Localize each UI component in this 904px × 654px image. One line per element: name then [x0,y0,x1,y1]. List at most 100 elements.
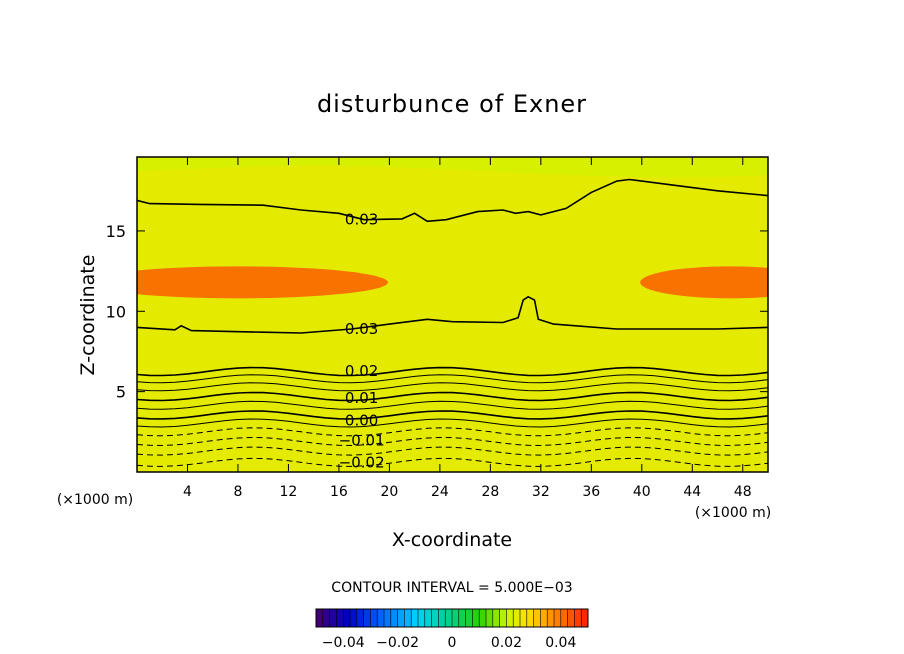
colorbar-tick-label: 0 [448,635,457,651]
x-axis-label: X-coordinate [392,529,512,551]
x-tick-label: 44 [683,484,701,500]
colorbar-swatch [520,609,528,627]
colorbar-swatch [560,609,568,627]
colorbar-swatch [329,609,337,627]
colorbar-swatch [581,609,589,627]
contour-lower-003 [137,295,768,334]
colorbar-swatch [370,609,378,627]
contour-label-2: 0.02 [345,362,378,380]
colorbar-tick-labels: −0.04 −0.02 0 0.02 0.04 [322,635,577,651]
colorbar-swatch [506,609,514,627]
chart-title: disturbunce of Exner [317,90,587,118]
x-tick-label: 48 [734,484,752,500]
y-tick-label: 5 [116,383,126,402]
contour-lines [137,178,768,467]
x-tick-label: 8 [233,484,242,500]
x-tick-label: 12 [280,484,298,500]
colorbar-swatch [554,609,562,627]
colorbar-swatch [472,609,480,627]
colorbar-frame [315,608,589,628]
contour-label-4: 0.00 [345,412,378,430]
colorbar-swatch [397,609,405,627]
core-right [640,266,768,299]
contour-label-6: −0.02 [339,453,385,471]
colorbar-swatch [322,609,330,627]
colorbar-swatch [486,609,494,627]
colorbar-swatch [465,609,473,627]
colorbar-swatch [438,609,446,627]
x-unit-right: (×1000 m) [695,505,771,521]
colorbar-swatch [424,609,432,627]
plot-area: 0.030.030.020.010.00−0.01−0.02 4 8 12 16 20 2… [106,156,769,500]
filled-contours [137,157,768,472]
x-tick-label: 40 [633,484,651,500]
colorbar-tick-label: 0.02 [491,635,522,651]
core-left [137,266,388,299]
colorbar-swatch [418,609,426,627]
colorbar-swatch [384,609,392,627]
x-unit-left: (×1000 m) [57,492,133,508]
colorbar-swatch [458,609,466,627]
contour-level-1 [137,374,768,384]
contour-label-3: 0.01 [345,389,378,407]
contour-level-0 [137,366,768,377]
contour-label-5: −0.01 [339,432,385,450]
contour-level-2 [137,382,768,392]
colorbar-swatch [540,609,548,627]
contour-level-7 [137,427,768,437]
x-tick-label: 4 [183,484,192,500]
contour-labels: 0.03 0.03 0.02 0.01 0.00 −0.01 −0.02 [339,211,385,472]
band-21 [137,165,768,472]
contour-label-0: 0.03 [345,211,378,229]
y-axis-label: Z-coordinate [77,255,99,376]
colorbar-swatch [547,609,555,627]
contour-upper-003 [137,178,768,223]
colorbar-swatch [567,609,575,627]
colorbar-swatch [316,609,324,627]
plot-frame [136,156,769,473]
colorbar-swatch [377,609,385,627]
colorbar-swatches [315,609,589,627]
colorbar-swatch [350,609,358,627]
contour-label-1: 0.03 [345,320,378,338]
x-tick-label: 16 [330,484,348,500]
x-tick-label: 20 [380,484,398,500]
colorbar-swatch [445,609,453,627]
colorbar-swatch [363,609,371,627]
colorbar-swatch [343,609,351,627]
x-tick-label: 24 [431,484,449,500]
colorbar-swatch [526,609,534,627]
x-tick-label: 32 [532,484,550,500]
colorbar-tick-label: −0.02 [376,635,419,651]
colorbar-tick-label: 0.04 [545,635,576,651]
colorbar-swatch [499,609,507,627]
colorbar-swatch [336,609,344,627]
contour-level-8 [137,436,768,447]
colorbar-swatch [492,609,500,627]
y-tick-label: 10 [106,302,126,321]
contour-level-10 [137,457,768,467]
contour-level-4 [137,400,768,410]
colorbar-swatch [356,609,364,627]
contour-level-6 [137,418,768,428]
colorbar-swatch [431,609,439,627]
x-tick-label: 28 [481,484,499,500]
colorbar-swatch [452,609,460,627]
x-tick-label: 36 [582,484,600,500]
colorbar-swatch [513,609,521,627]
contour-level-3 [137,391,768,402]
colorbar-swatch [479,609,487,627]
contour-level-5 [137,410,768,420]
colorbar: −0.04 −0.02 0 0.02 0.04 [315,608,589,651]
colorbar-swatch [390,609,398,627]
colorbar-tick-label: −0.04 [322,635,365,651]
colorbar-swatch [533,609,541,627]
colorbar-swatch [404,609,412,627]
colorbar-swatch [574,609,582,627]
contour-level-9 [137,446,768,456]
y-tick-label: 15 [106,222,126,241]
contour-interval-label: CONTOUR INTERVAL = 5.000E−03 [331,580,572,596]
colorbar-swatch [411,609,419,627]
